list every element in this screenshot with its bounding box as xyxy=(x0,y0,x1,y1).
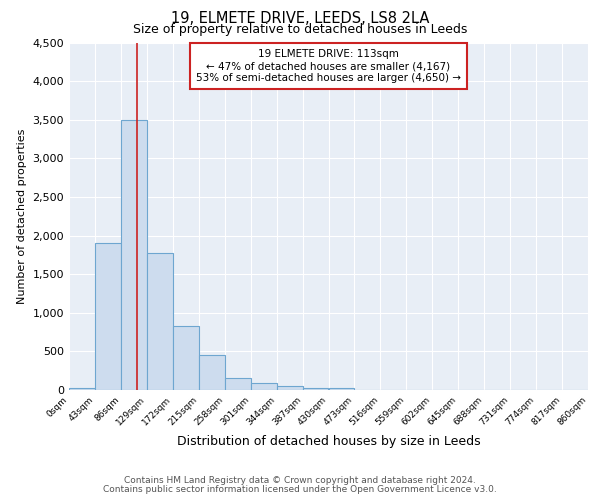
Bar xyxy=(329,388,355,390)
X-axis label: Distribution of detached houses by size in Leeds: Distribution of detached houses by size … xyxy=(176,436,481,448)
Bar xyxy=(173,326,199,390)
Y-axis label: Number of detached properties: Number of detached properties xyxy=(17,128,27,304)
Text: 19, ELMETE DRIVE, LEEDS, LS8 2LA: 19, ELMETE DRIVE, LEEDS, LS8 2LA xyxy=(171,11,429,26)
Bar xyxy=(277,386,302,390)
Bar xyxy=(302,388,329,390)
Text: Size of property relative to detached houses in Leeds: Size of property relative to detached ho… xyxy=(133,22,467,36)
Bar xyxy=(69,388,95,390)
Bar xyxy=(224,378,251,390)
Bar xyxy=(251,383,277,390)
Text: Contains public sector information licensed under the Open Government Licence v3: Contains public sector information licen… xyxy=(103,484,497,494)
Text: Contains HM Land Registry data © Crown copyright and database right 2024.: Contains HM Land Registry data © Crown c… xyxy=(124,476,476,485)
Bar xyxy=(95,244,121,390)
Bar xyxy=(199,355,224,390)
Bar xyxy=(121,120,147,390)
Text: 19 ELMETE DRIVE: 113sqm
← 47% of detached houses are smaller (4,167)
53% of semi: 19 ELMETE DRIVE: 113sqm ← 47% of detache… xyxy=(196,50,461,82)
Bar xyxy=(147,252,173,390)
